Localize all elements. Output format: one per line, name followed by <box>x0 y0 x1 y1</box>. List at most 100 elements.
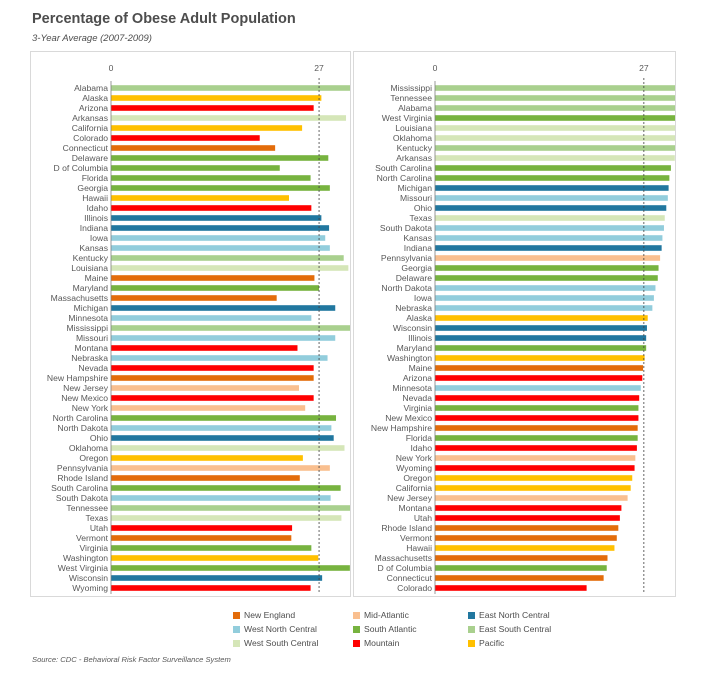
bar <box>111 505 350 511</box>
category-label: Ohio <box>90 433 108 443</box>
legend-swatch <box>353 626 360 633</box>
bar <box>111 175 311 181</box>
bar <box>111 115 347 121</box>
chart-subtitle: 3-Year Average (2007-2009) <box>32 33 152 44</box>
bar <box>435 85 675 91</box>
category-label: Alaska <box>406 313 432 323</box>
category-label: Georgia <box>401 263 432 273</box>
bar <box>111 275 315 281</box>
legend-label: Mid-Atlantic <box>364 610 409 620</box>
legend-swatch <box>233 640 240 647</box>
bar <box>435 305 653 311</box>
legend-label: East South Central <box>479 624 552 634</box>
category-label: Kentucky <box>397 143 433 153</box>
category-label: Idaho <box>410 443 432 453</box>
legend-label: South Atlantic <box>364 624 417 634</box>
bar <box>111 515 342 521</box>
category-label: Florida <box>406 433 432 443</box>
bar <box>111 95 322 101</box>
category-label: Nebraska <box>395 303 432 313</box>
category-label: Missouri <box>76 333 108 343</box>
category-label: Maine <box>409 363 433 373</box>
bar <box>435 395 640 401</box>
bar <box>435 265 659 271</box>
bar <box>435 325 647 331</box>
bar <box>435 515 620 521</box>
category-label: Iowa <box>414 293 432 303</box>
category-label: Nevada <box>402 393 432 403</box>
category-label: Idaho <box>86 203 108 213</box>
category-label: Kansas <box>403 233 432 243</box>
bar <box>111 455 303 461</box>
category-label: Nevada <box>78 363 108 373</box>
bar <box>111 145 276 151</box>
category-label: Michigan <box>74 303 109 313</box>
bar <box>435 145 675 151</box>
category-label: Illinois <box>84 213 108 223</box>
category-label: Mississippi <box>66 323 108 333</box>
category-label: Mississippi <box>390 83 432 93</box>
bar <box>111 345 298 351</box>
category-label: South Carolina <box>51 483 108 493</box>
category-label: Oregon <box>403 473 432 483</box>
bar <box>435 215 665 221</box>
bar <box>111 315 312 321</box>
bar <box>111 365 314 371</box>
bar <box>435 375 643 381</box>
chart-panel-ranked: 0 27 Mississippi Tennessee Alabama West Virgi… <box>353 51 676 597</box>
category-label: Louisiana <box>395 123 432 133</box>
bar <box>111 195 290 201</box>
category-label: Indiana <box>80 223 108 233</box>
category-label: North Carolina <box>53 413 109 423</box>
bar <box>111 465 330 471</box>
legend-item: West North Central <box>233 624 317 634</box>
category-label: Arkansas <box>72 113 108 123</box>
bar <box>111 265 349 271</box>
bar <box>111 385 300 391</box>
bar <box>111 105 314 111</box>
category-label: Virginia <box>79 543 108 553</box>
bar <box>435 415 639 421</box>
bar <box>435 185 669 191</box>
category-label: Nebraska <box>71 353 108 363</box>
bar <box>111 185 330 191</box>
category-label: South Dakota <box>380 223 432 233</box>
legend-swatch <box>233 626 240 633</box>
bar <box>435 275 658 281</box>
category-label: Alaska <box>82 93 108 103</box>
category-label: Louisiana <box>71 263 108 273</box>
category-label: Tennessee <box>390 93 432 103</box>
legend-swatch <box>353 640 360 647</box>
legend: New England Mid-Atlantic East North Centra… <box>233 610 563 650</box>
category-label: Arkansas <box>396 153 432 163</box>
category-label: Utah <box>414 513 432 523</box>
legend-label: New England <box>244 610 296 620</box>
category-label: Rhode Island <box>57 473 108 483</box>
bar <box>111 415 337 421</box>
bar <box>435 95 675 101</box>
category-label: D of Columbia <box>54 163 109 173</box>
legend-swatch <box>353 612 360 619</box>
bar <box>111 245 330 251</box>
bar <box>111 395 314 401</box>
bar <box>435 385 641 391</box>
category-label: Hawaii <box>82 193 108 203</box>
category-label: Pennsylvania <box>381 253 432 263</box>
bar <box>435 115 675 121</box>
bar <box>111 215 322 221</box>
category-label: Wyoming <box>396 463 432 473</box>
bar <box>435 225 664 231</box>
category-label: Texas <box>86 513 108 523</box>
bar <box>435 425 638 431</box>
bar <box>435 295 654 301</box>
legend-item: Mountain <box>353 638 399 648</box>
chart-panel-alphabetical: 0 27 Alabama Alaska Arizona Arkansas Californi… <box>30 51 351 597</box>
bar <box>435 245 662 251</box>
bar <box>435 545 615 551</box>
category-label: Wisconsin <box>69 573 108 583</box>
legend-item: Pacific <box>468 638 504 648</box>
category-label: Rhode Island <box>381 523 432 533</box>
bar <box>435 535 617 541</box>
category-label: Kentucky <box>73 253 109 263</box>
